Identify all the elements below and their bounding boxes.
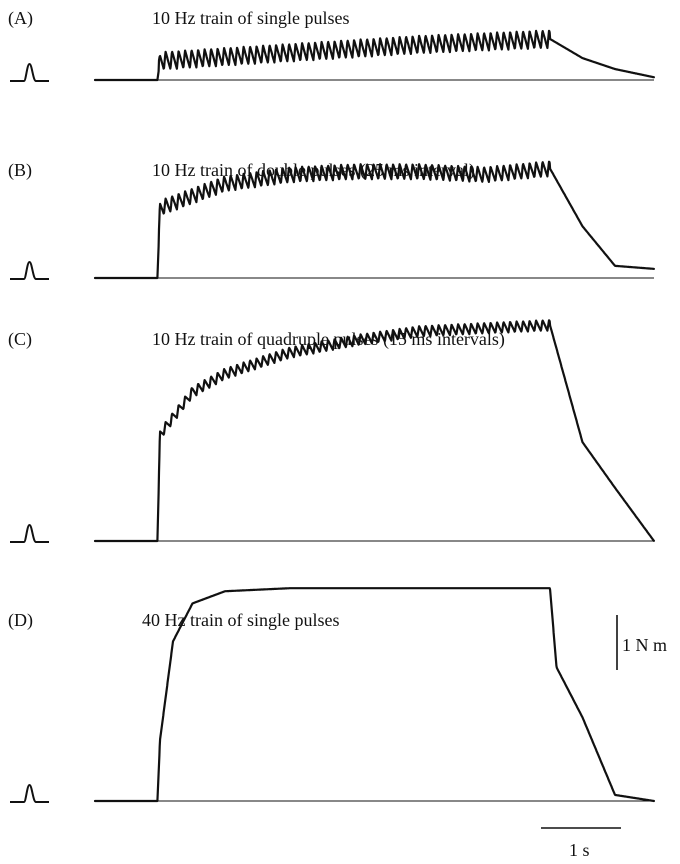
panel-a-label: (A) — [8, 8, 33, 29]
panel-b: (B) 10 Hz train of double pulses (25 ms … — [8, 160, 655, 280]
panel-c: (C) 10 Hz train of quadruple pulses (15 … — [8, 319, 655, 543]
panel-b-single-twitch — [10, 261, 49, 280]
force-scale-label: 1 N m — [622, 635, 667, 655]
panel-d-title: 40 Hz train of single pulses — [142, 610, 339, 630]
panel-d: (D) 40 Hz train of single pulses — [8, 587, 655, 803]
panel-c-single-twitch — [10, 524, 49, 543]
panel-d-label: (D) — [8, 610, 33, 631]
time-scale-label: 1 s — [569, 840, 590, 859]
panel-d-single-twitch — [10, 784, 49, 803]
panel-b-label: (B) — [8, 160, 32, 181]
panel-a-single-twitch — [10, 63, 49, 82]
panel-c-label: (C) — [8, 329, 32, 350]
panel-b-torque-trace — [93, 160, 655, 280]
scale-bars: 1 N m 1 s — [541, 615, 667, 860]
panel-a-torque-trace — [93, 29, 655, 82]
panel-a-title: 10 Hz train of single pulses — [152, 8, 349, 28]
panel-c-torque-trace — [93, 319, 655, 543]
panel-d-torque-trace — [93, 587, 655, 803]
panel-a: (A) 10 Hz train of single pulses — [8, 8, 655, 82]
